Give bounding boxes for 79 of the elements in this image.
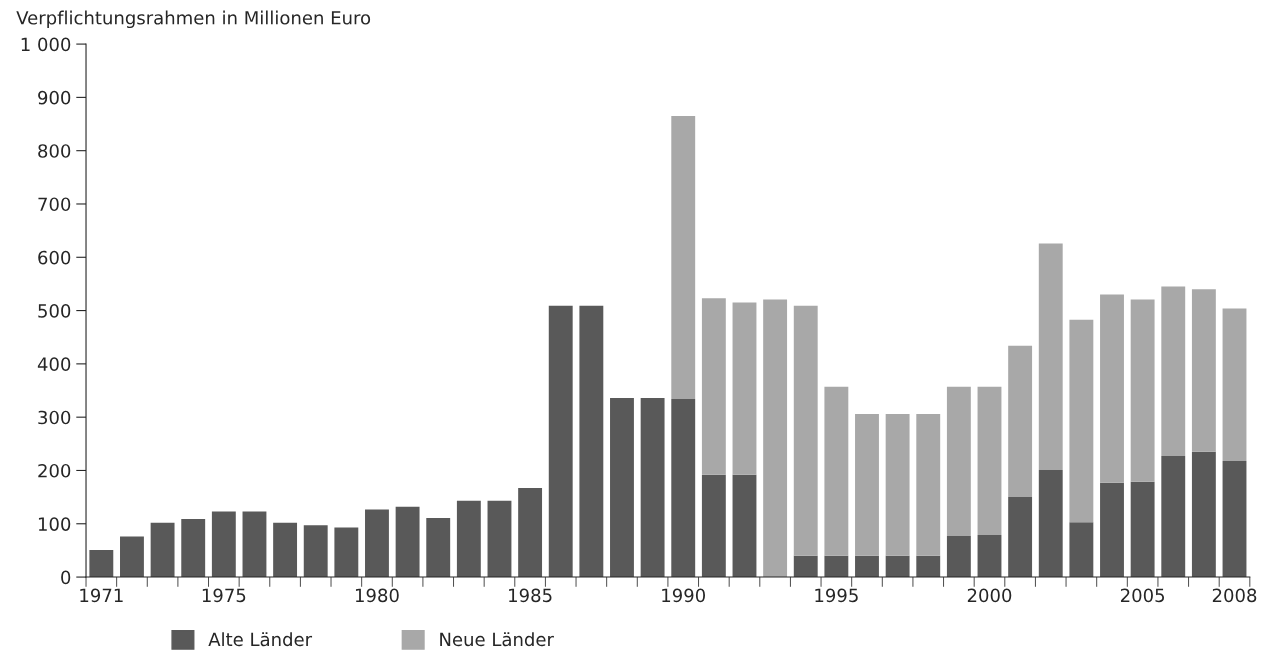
bar [701,298,726,475]
bar [855,413,879,556]
y-tick-label: 800 [38,144,71,158]
y-tick-label: 900 [38,90,71,105]
bar [242,511,267,578]
x-tick-label: 1990 [662,588,706,603]
bar [855,555,879,578]
y-tick-label: 700 [38,197,71,212]
bar [1191,451,1216,578]
y-tick-label: 400 [37,357,71,371]
bar [1100,482,1124,578]
bar [1038,469,1063,578]
bar [150,522,175,578]
bar [211,511,236,578]
bar [1008,345,1033,498]
bar [365,509,389,578]
bar [334,527,359,578]
bar [181,518,206,578]
bar [885,413,910,556]
y-axis-title: Verpflichtungsrahmen in Millionen Euro [16,10,371,29]
bar [1161,456,1186,578]
bar [793,555,818,578]
bar [426,517,451,578]
legend-label: Neue Länder [440,632,554,647]
y-tick-label: 100 [38,517,71,531]
y-tick-label: 300 [38,410,71,425]
x-tick-label: 1975 [202,588,246,603]
x-tick-label: 1985 [509,588,552,603]
bar [916,413,941,556]
x-tick-label: 1980 [355,588,399,603]
bar [824,555,849,578]
x-tick-label: 2005 [1120,588,1165,603]
bar [1222,460,1247,578]
legend-label: Alte Länder [208,632,313,647]
bar [946,536,971,578]
bar [1008,497,1033,578]
bar [395,506,420,578]
bar [1130,299,1155,482]
bar [1069,319,1094,523]
bar [120,536,144,578]
bar [916,555,941,578]
bar [487,500,512,578]
bar [456,500,481,578]
y-tick-label: 200 [38,463,71,478]
bar [671,116,696,400]
y-tick-label: 600 [38,250,71,265]
bar [303,525,328,578]
y-tick-label: 1 000 [21,37,71,52]
bar [977,386,1002,535]
bar [610,397,634,578]
bar [89,549,114,578]
bar [1222,308,1247,461]
bar [946,386,971,537]
bar [548,305,573,578]
bar [518,488,543,578]
bar [885,555,910,578]
bar [701,474,726,578]
y-tick-label: 500 [38,304,71,318]
bar [977,534,1002,578]
bar [1069,522,1094,578]
bar [640,397,665,578]
bar [579,305,604,578]
bar [763,299,788,578]
y-tick-label: 0 [61,570,71,585]
x-tick-label: 2008 [1212,588,1257,603]
bar [273,522,298,578]
bar [1161,286,1186,457]
bar [1038,243,1063,470]
bar [1100,294,1124,483]
bar [671,399,696,578]
bar [732,474,757,578]
bar [793,305,818,556]
bar [1130,481,1155,578]
x-tick-label: 2000 [967,588,1012,603]
bar [824,386,849,556]
bar [1191,289,1216,452]
x-tick-label: 1971 [80,588,123,603]
bar [732,302,757,475]
x-tick-label: 1995 [815,588,858,603]
